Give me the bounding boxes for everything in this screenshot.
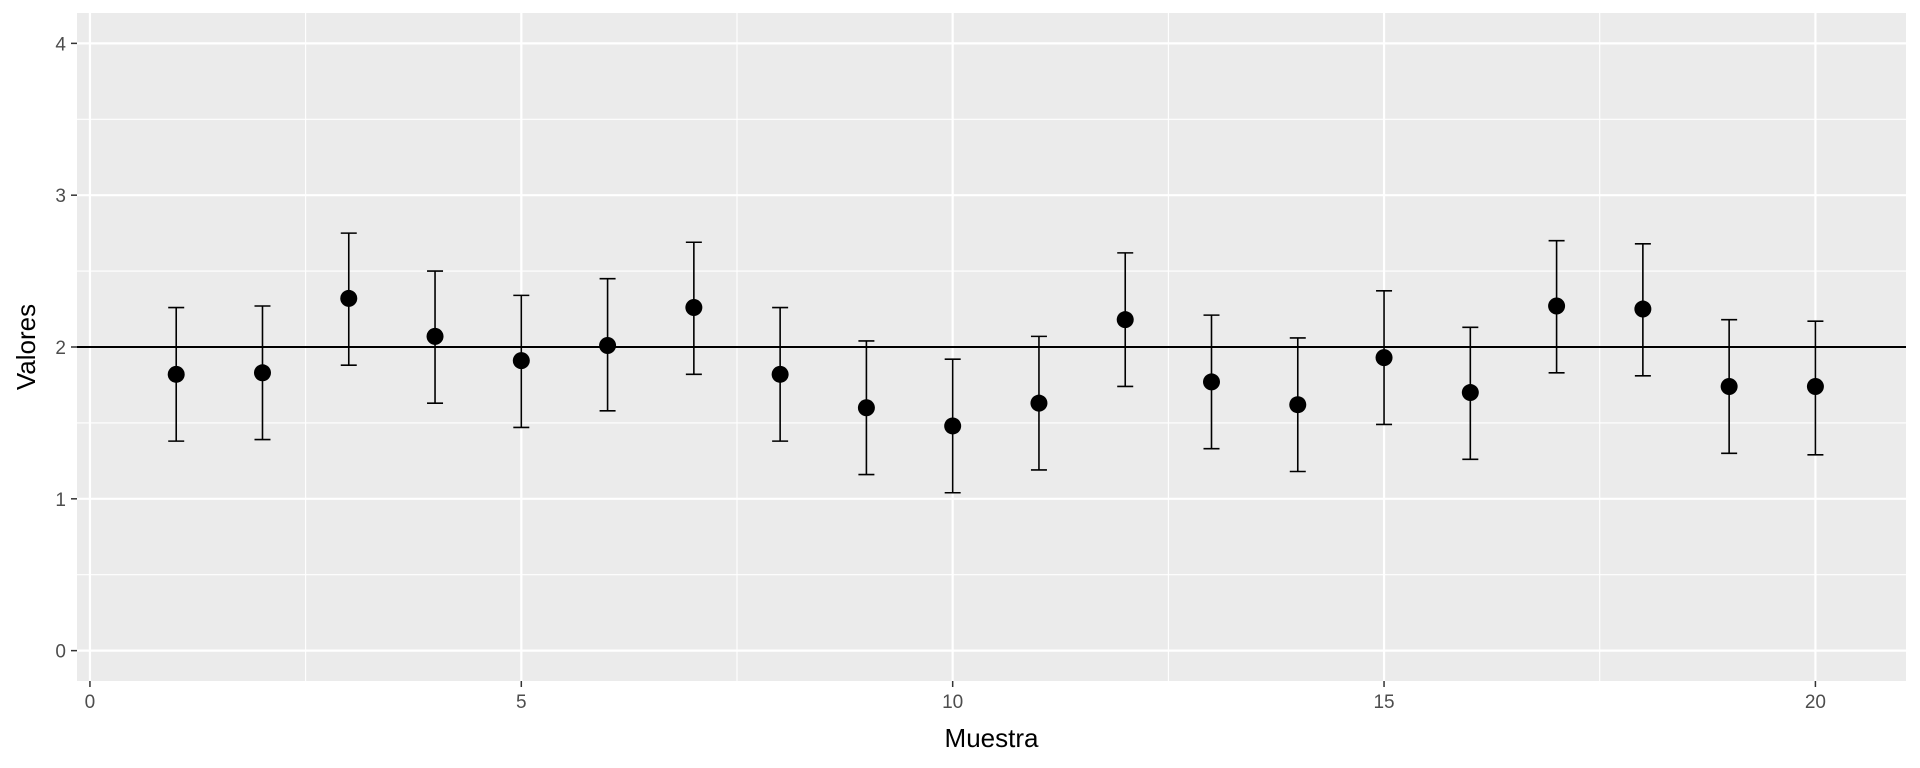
data-point bbox=[1202, 373, 1220, 391]
data-point bbox=[944, 417, 962, 435]
y-tick-label: 4 bbox=[55, 34, 66, 55]
data-point bbox=[167, 365, 185, 383]
y-axis: 0 1 2 3 4 bbox=[55, 34, 77, 663]
x-tick-label: 20 bbox=[1805, 692, 1826, 713]
y-tick-label: 1 bbox=[55, 490, 66, 511]
data-point bbox=[512, 352, 530, 370]
data-point bbox=[1289, 396, 1307, 414]
y-axis-title: Valores bbox=[11, 304, 41, 390]
data-points bbox=[167, 289, 1824, 435]
data-point bbox=[1375, 349, 1393, 367]
error-bars bbox=[168, 232, 1824, 494]
x-tick-label: 0 bbox=[85, 692, 96, 713]
x-axis-title: Muestra bbox=[945, 723, 1039, 753]
x-tick-label: 10 bbox=[942, 692, 963, 713]
y-tick-label: 2 bbox=[55, 338, 66, 359]
data-point bbox=[685, 299, 703, 317]
y-tick-label: 0 bbox=[55, 642, 66, 663]
data-point bbox=[1030, 394, 1048, 412]
data-point bbox=[426, 327, 444, 345]
data-point bbox=[1461, 384, 1479, 402]
data-point bbox=[1634, 300, 1652, 318]
data-point bbox=[1548, 297, 1566, 315]
data-point bbox=[340, 289, 358, 307]
x-axis: 0 5 10 15 20 bbox=[85, 681, 1826, 713]
y-tick-label: 3 bbox=[55, 186, 66, 207]
data-point bbox=[253, 364, 271, 382]
x-tick-label: 5 bbox=[516, 692, 527, 713]
data-point bbox=[1116, 311, 1134, 329]
data-point bbox=[857, 399, 875, 417]
data-point bbox=[1720, 377, 1738, 395]
data-point bbox=[771, 365, 789, 383]
x-tick-label: 15 bbox=[1373, 692, 1394, 713]
data-point bbox=[1806, 377, 1824, 395]
data-point bbox=[599, 336, 617, 354]
